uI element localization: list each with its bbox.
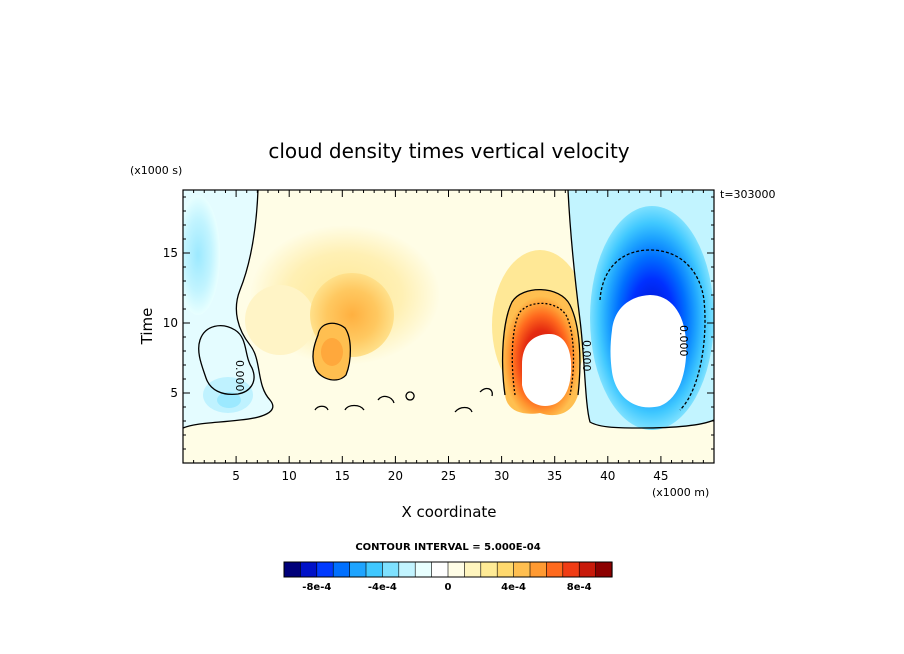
contour-bits-1	[314, 387, 493, 413]
left-lower-inner	[217, 392, 241, 408]
y-axis-label: Time	[138, 308, 156, 346]
zero-contours	[183, 190, 714, 429]
colorbar-swatch	[513, 561, 531, 578]
colorbar-swatch	[578, 561, 597, 578]
x-tick-label: 25	[441, 469, 456, 483]
colorbar-swatch	[562, 561, 580, 578]
contour-label-blue: 0.000	[677, 325, 690, 357]
y-tick-label: 5	[170, 386, 178, 400]
colorbar-swatch	[349, 561, 367, 578]
x-tick-label: 45	[653, 469, 668, 483]
contour-field	[183, 190, 714, 463]
colorbar-swatch	[365, 561, 384, 578]
colorbar-tick-label: 4e-4	[501, 582, 526, 593]
x-axis: 5 10 15 20 25 30 35 40 45	[193, 190, 704, 483]
contour-blue	[567, 190, 714, 429]
colorbar-tick-label: 8e-4	[567, 582, 592, 593]
x-axis-label: X coordinate	[401, 503, 496, 521]
colorbar-swatch	[332, 561, 351, 578]
colorbar-tick-label: -4e-4	[368, 582, 397, 593]
contour-label-red: 0.000	[580, 340, 593, 372]
x-units-label: (x1000 m)	[652, 486, 709, 499]
left-cyan-core	[183, 195, 220, 315]
colorbar-swatch	[431, 561, 449, 578]
x-tick-label: 35	[547, 469, 562, 483]
red-cell-hole	[522, 333, 572, 406]
y-axis: 5 10 15	[163, 196, 714, 450]
colorbar-swatch	[447, 561, 466, 578]
y-units-label: (x1000 s)	[130, 164, 182, 177]
colorbar-swatch	[398, 561, 416, 578]
colorbar-frame	[283, 561, 613, 578]
x-tick-label: 20	[388, 469, 403, 483]
time-stamp: t=303000	[720, 188, 776, 201]
contour-left-loop	[198, 325, 255, 396]
colorbar-swatch	[464, 561, 482, 578]
x-tick-label: 5	[232, 469, 240, 483]
colorbar-swatch	[382, 561, 400, 578]
x-tick-label: 15	[335, 469, 350, 483]
colorbar-swatch	[595, 561, 613, 578]
colorbar-swatch	[480, 561, 498, 578]
x-tick-label: 30	[494, 469, 509, 483]
colorbar-swatch	[316, 561, 334, 578]
colorbar-swatch	[546, 561, 564, 578]
colorbar-swatch	[529, 561, 548, 578]
x-tick-label: 10	[282, 469, 297, 483]
colorbar-swatch	[414, 561, 433, 578]
contour-red-inner	[511, 302, 575, 396]
updraft-cell-core	[321, 338, 343, 366]
contour-labels: 0.000 0.000 0.000	[233, 325, 690, 392]
y-tick-label: 15	[163, 246, 178, 260]
contour-blue-dashed	[599, 249, 706, 411]
contour-interval: CONTOUR INTERVAL = 5.000E-04	[355, 542, 540, 553]
plume-secondary	[245, 285, 315, 355]
colorbar-tick-label: -8e-4	[302, 582, 331, 593]
colorbar-swatch	[300, 561, 318, 578]
contour-label-left: 0.000	[233, 360, 246, 392]
colorbar-tick-label: 0	[445, 582, 452, 593]
colorbar-swatch	[283, 561, 302, 578]
colorbar: -8e-4 -4e-4 0 4e-4 8e-4	[283, 561, 613, 593]
y-tick-label: 10	[163, 316, 178, 330]
contour-updraft	[312, 322, 352, 381]
blue-cell-hole	[610, 295, 687, 408]
contour-left	[183, 190, 274, 429]
colorbar-swatch	[496, 561, 515, 578]
contour-red	[501, 289, 581, 396]
chart-title: cloud density times vertical velocity	[268, 139, 629, 163]
x-tick-label: 40	[600, 469, 615, 483]
